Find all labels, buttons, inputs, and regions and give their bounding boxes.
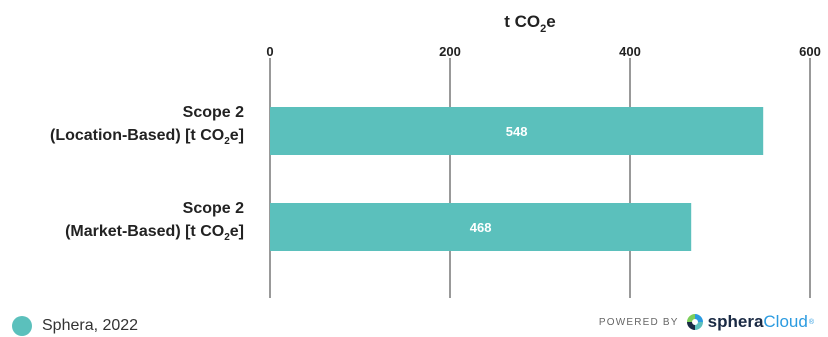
data-label: 548 [506,124,528,139]
powered-by-branding[interactable]: POWERED BY sphera Cloud ® [599,312,814,332]
x-tick-label: 600 [799,44,821,59]
bar [270,107,764,155]
category-label-line1: Scope 2 [183,200,244,217]
sphera-logo-icon [686,314,703,330]
logo-text-sphera: sphera [707,312,764,331]
category-labels: Scope 2 (Location-Based) [t CO2e] Scope 2 (… [50,104,244,243]
logo-registered-mark: ® [808,318,814,326]
logo-text-cloud: Cloud [763,312,808,331]
category-label-line2: (Location-Based) [t CO2e] [50,127,244,147]
legend-label: Sphera, 2022 [42,317,139,334]
axis-title: t CO2e [504,12,555,35]
gridlines [269,58,811,298]
legend: Sphera, 2022 [12,316,138,336]
chart-area: t CO2e 0 200 400 600 548 468 Scope 2 (Locatio… [50,12,821,298]
category-label-line1: Scope 2 [183,104,244,121]
legend-swatch [12,316,32,336]
x-tick-labels: 0 200 400 600 [266,44,820,59]
data-label: 468 [470,220,492,235]
powered-by-text: POWERED BY [598,316,679,328]
x-tick-label: 400 [619,44,641,59]
bar [270,203,692,251]
bars: 548 468 [270,107,764,251]
x-tick-label: 200 [439,44,461,59]
category-label-line2: (Market-Based) [t CO2e] [65,223,244,243]
x-tick-label: 0 [266,44,273,59]
